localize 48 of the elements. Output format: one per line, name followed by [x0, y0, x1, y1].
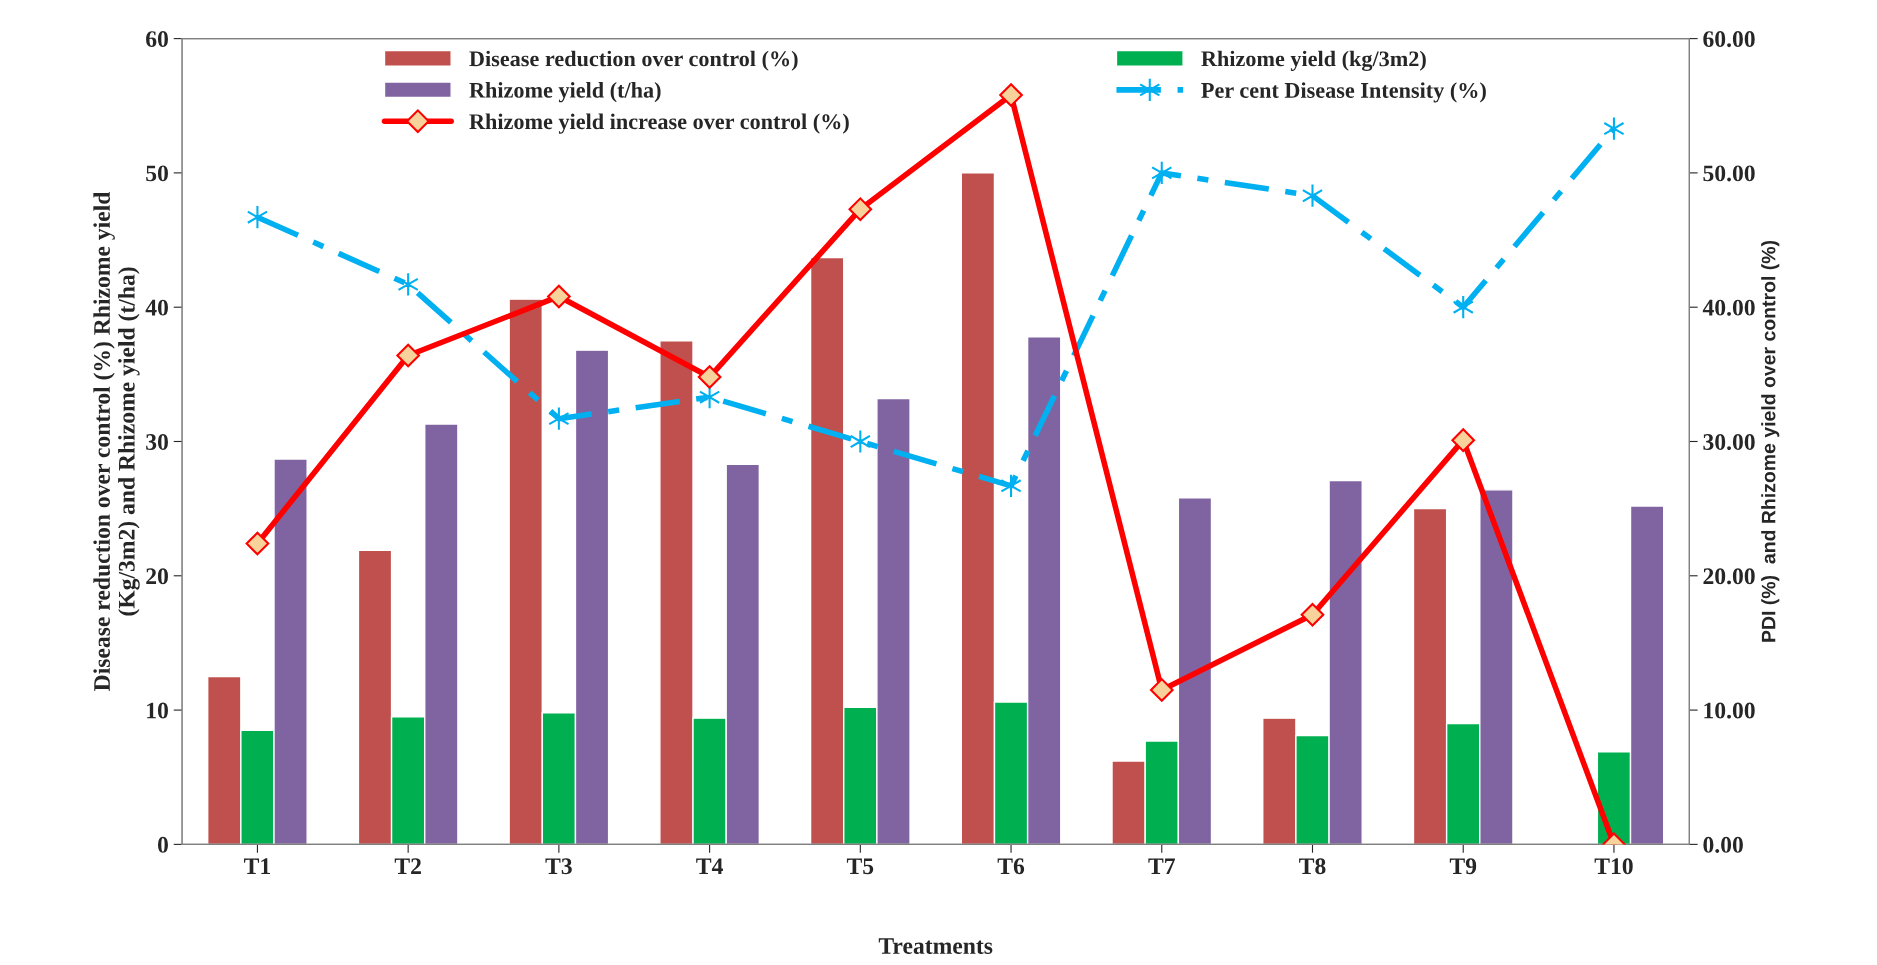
x-tick-label: T2: [394, 858, 421, 874]
y-tick-label: 10: [147, 702, 168, 719]
x-axis-title: Treatments: [878, 938, 993, 954]
y2-tick-label: 30.00: [1703, 433, 1755, 451]
point: [1452, 295, 1474, 320]
x-tick-label: T7: [1148, 858, 1175, 874]
x-tick-label: T9: [1449, 858, 1477, 875]
legend-label: Disease reduction over control (%): [469, 50, 798, 71]
point: [1000, 473, 1022, 498]
point: [1603, 116, 1625, 141]
y2-tick-label: 40.00: [1702, 299, 1755, 316]
y2-tick-label: 60.00: [1703, 31, 1755, 48]
point: [245, 531, 270, 556]
y-tick-label: 40: [145, 299, 168, 316]
legend-label: Rhizome yield (t/ha): [469, 82, 661, 103]
y-tick-label: 30: [146, 433, 168, 450]
x-tick-label: T10: [1594, 858, 1633, 875]
point: [1301, 183, 1324, 208]
point: [396, 343, 420, 368]
x-tick-label: T4: [696, 858, 723, 874]
x-tick-label: T5: [846, 858, 874, 875]
y2-tick-label: 20.00: [1703, 568, 1755, 585]
point: [397, 272, 419, 297]
x-tick-label: T1: [244, 858, 270, 874]
y-axis-title: Disease reduction over control (%) Rhizome yield (Kg/3m2) and Rhizome yield (t/ha): [93, 191, 140, 691]
point: [1451, 428, 1476, 452]
y2-axis-title: PDI (%) and Rhizome yield over control (%): [1761, 240, 1780, 642]
y2-tick-label: 50.00: [1703, 165, 1755, 182]
legend-label: Rhizome yield increase over control (%): [469, 113, 849, 134]
legend-label: Per cent Disease Intensity (%): [1201, 82, 1486, 103]
point: [246, 205, 269, 230]
x-tick-label: T3: [545, 858, 572, 875]
point: [848, 197, 873, 221]
point: [999, 83, 1023, 107]
point: [849, 429, 871, 454]
point: [1149, 678, 1174, 702]
y-tick-label: 0: [157, 836, 168, 853]
y2-tick-label: 10.00: [1704, 702, 1755, 719]
legend-label: Rhizome yield (kg/3m2): [1201, 50, 1426, 71]
y-tick-label: 60: [146, 31, 168, 48]
y-tick-label: 20: [146, 568, 168, 585]
y-tick-label: 50: [146, 165, 168, 182]
point: [697, 365, 722, 389]
x-tick-label: T6: [997, 858, 1025, 875]
point: [1300, 602, 1325, 627]
x-tick-label: T8: [1299, 858, 1326, 875]
point: [547, 284, 571, 309]
y2-tick-label: 0.00: [1703, 836, 1743, 853]
